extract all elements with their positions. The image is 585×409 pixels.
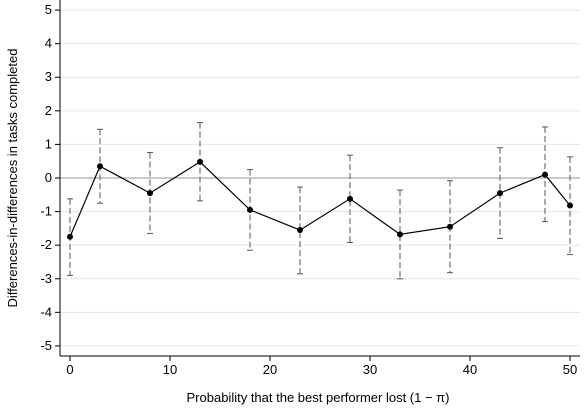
x-tick-label: 20: [263, 362, 277, 377]
axes: [55, 0, 580, 361]
x-tick-label: 30: [363, 362, 377, 377]
y-tick-label: -1: [40, 204, 52, 219]
series-line: [69, 161, 571, 238]
y-tick-label: -4: [40, 304, 52, 319]
x-tick-label: 0: [66, 362, 73, 377]
x-tick-label: 10: [163, 362, 177, 377]
data-point: [97, 163, 103, 170]
data-point: [447, 223, 453, 230]
y-tick-label: 4: [45, 36, 52, 51]
data-point: [67, 233, 73, 240]
y-tick-label: -3: [40, 271, 52, 286]
data-points: [67, 158, 573, 240]
data-point: [147, 190, 153, 197]
x-tick-label: 40: [463, 362, 477, 377]
y-tick-label: 5: [45, 2, 52, 17]
y-tick-label: 0: [45, 170, 52, 185]
x-axis-title: Probability that the best performer lost…: [187, 390, 450, 405]
data-point: [542, 171, 548, 178]
series-line-group: [69, 161, 571, 238]
x-tick-label: 50: [563, 362, 577, 377]
y-axis-title: Differences-in-differences in tasks comp…: [5, 49, 20, 308]
y-tick-label: -5: [40, 338, 52, 353]
data-point: [567, 202, 573, 209]
y-tick-label: -2: [40, 237, 52, 252]
y-tick-label: 3: [45, 69, 52, 84]
data-point: [297, 227, 303, 234]
data-point: [197, 158, 203, 165]
data-point: [497, 190, 503, 197]
confidence-intervals: [67, 122, 573, 280]
grid: [60, 9, 580, 347]
y-tick-label: 1: [45, 136, 52, 151]
data-point: [247, 206, 253, 213]
y-tick-label: 2: [45, 103, 52, 118]
data-point: [347, 195, 353, 202]
data-point: [397, 231, 403, 238]
